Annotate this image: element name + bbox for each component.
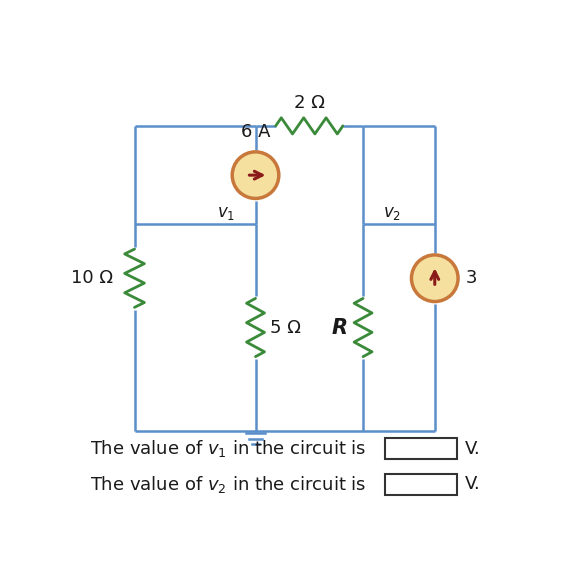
Text: R: R — [331, 318, 347, 338]
Text: 10 Ω: 10 Ω — [71, 269, 113, 288]
Text: $v_1$: $v_1$ — [217, 204, 236, 222]
Text: 3: 3 — [466, 269, 478, 288]
Text: V.: V. — [465, 475, 481, 494]
Text: V.: V. — [465, 439, 481, 457]
Text: 2 Ω: 2 Ω — [294, 94, 325, 112]
Text: $v_2$: $v_2$ — [383, 204, 401, 222]
FancyBboxPatch shape — [386, 474, 457, 495]
Circle shape — [411, 255, 458, 301]
Circle shape — [232, 152, 279, 198]
Text: 6 A: 6 A — [241, 123, 270, 141]
Text: The value of $v_1$ in the circuit is: The value of $v_1$ in the circuit is — [90, 438, 366, 459]
Text: The value of $v_2$ in the circuit is: The value of $v_2$ in the circuit is — [90, 474, 366, 495]
Text: 5 Ω: 5 Ω — [270, 318, 301, 336]
FancyBboxPatch shape — [386, 438, 457, 459]
